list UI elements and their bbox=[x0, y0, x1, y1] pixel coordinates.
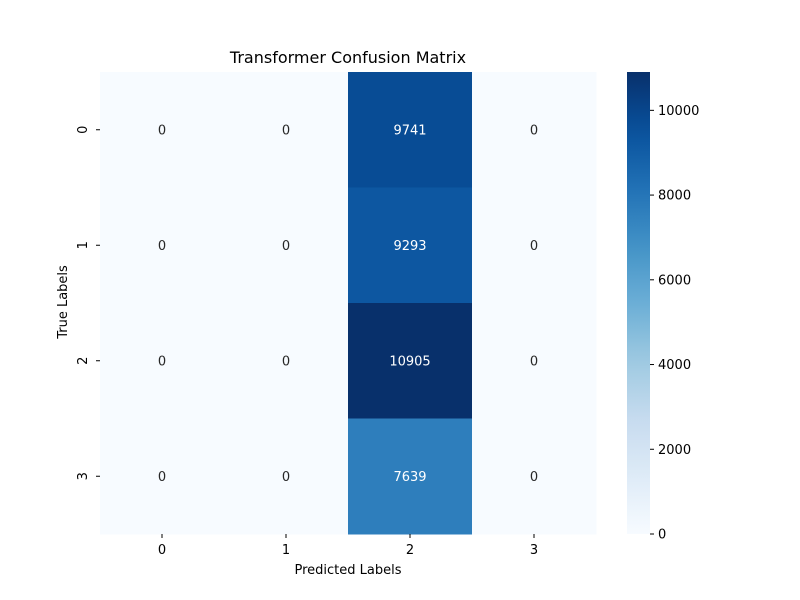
cell-value-label: 0 bbox=[282, 123, 290, 138]
y-tick-label: 3 bbox=[76, 472, 91, 480]
colorbar-gradient bbox=[627, 72, 650, 534]
heatmap-cell bbox=[348, 418, 473, 535]
heatmap-cell bbox=[100, 187, 225, 304]
cell-value-label: 9293 bbox=[393, 239, 426, 254]
heatmap-cell bbox=[224, 418, 349, 535]
heatmap-cell bbox=[472, 303, 597, 419]
cell-value-label: 0 bbox=[282, 470, 290, 485]
cell-value-label: 0 bbox=[282, 239, 290, 254]
heatmap-cell bbox=[224, 72, 349, 188]
heatmap-cell bbox=[100, 418, 225, 535]
x-tick-label: 3 bbox=[530, 543, 538, 558]
heatmap-cell bbox=[224, 187, 349, 304]
heatmap-cell bbox=[348, 72, 473, 188]
heatmap-cells bbox=[100, 72, 597, 535]
heatmap-cell bbox=[100, 303, 225, 419]
cell-value-label: 0 bbox=[158, 470, 166, 485]
colorbar-tick-label: 0 bbox=[658, 528, 666, 543]
cell-value-label: 0 bbox=[158, 239, 166, 254]
colorbar-tick-label: 2000 bbox=[658, 443, 691, 458]
y-tick-label: 0 bbox=[76, 126, 91, 134]
heatmap-cell-labels: 0 0 9741 0 0 0 9293 0 0 0 10905 0 0 0 7639 0 bbox=[158, 123, 538, 485]
cell-value-label: 0 bbox=[158, 123, 166, 138]
y-axis-label: True Labels bbox=[56, 265, 71, 340]
colorbar: 0 2000 4000 6000 8000 10000 bbox=[627, 72, 699, 543]
chart-title: Transformer Confusion Matrix bbox=[229, 48, 466, 67]
heatmap-cell bbox=[100, 72, 225, 188]
cell-value-label: 10905 bbox=[389, 354, 430, 369]
x-axis-label: Predicted Labels bbox=[294, 563, 401, 578]
colorbar-tick-label: 6000 bbox=[658, 273, 691, 288]
heatmap-cell bbox=[224, 303, 349, 419]
y-tick-label: 1 bbox=[76, 241, 91, 249]
cell-value-label: 9741 bbox=[393, 123, 426, 138]
heatmap-cell bbox=[348, 303, 473, 419]
y-axis-ticks: 0 1 2 3 bbox=[76, 126, 100, 480]
x-axis-ticks: 0 1 2 3 bbox=[158, 534, 538, 558]
heatmap-cell bbox=[472, 418, 597, 535]
heatmap-cell bbox=[472, 72, 597, 188]
colorbar-tick-label: 10000 bbox=[658, 104, 699, 119]
cell-value-label: 0 bbox=[158, 354, 166, 369]
cell-value-label: 0 bbox=[530, 354, 538, 369]
cell-value-label: 0 bbox=[530, 470, 538, 485]
y-tick-label: 2 bbox=[76, 357, 91, 365]
heatmap-cell bbox=[348, 187, 473, 304]
cell-value-label: 7639 bbox=[393, 470, 426, 485]
x-tick-label: 0 bbox=[158, 543, 166, 558]
x-tick-label: 1 bbox=[282, 543, 290, 558]
x-tick-label: 2 bbox=[406, 543, 414, 558]
cell-value-label: 0 bbox=[530, 239, 538, 254]
colorbar-tick-label: 4000 bbox=[658, 358, 691, 373]
cell-value-label: 0 bbox=[282, 354, 290, 369]
heatmap-cell bbox=[472, 187, 597, 304]
colorbar-tick-label: 8000 bbox=[658, 189, 691, 204]
cell-value-label: 0 bbox=[530, 123, 538, 138]
